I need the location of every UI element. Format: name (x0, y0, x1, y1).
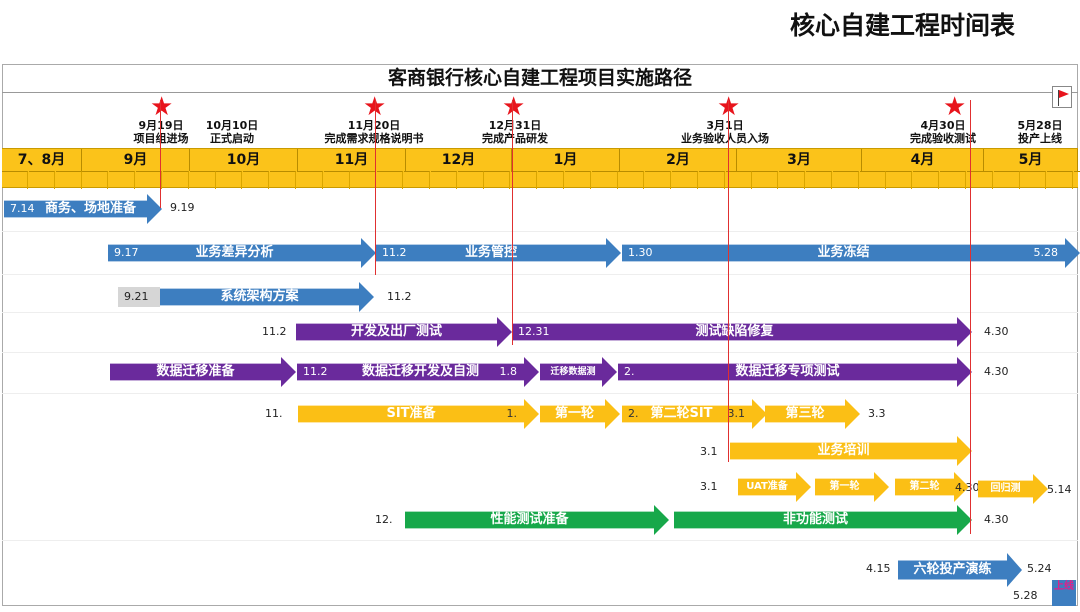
milestone-line (375, 100, 376, 275)
week-cell (2, 171, 28, 189)
week-cell (672, 171, 698, 189)
milestone: 5月28日 投产上线 (1017, 119, 1063, 145)
week-cell (511, 171, 538, 189)
date-label: 12. (375, 513, 393, 526)
date-label: 5.28 (1013, 589, 1038, 602)
milestone: 12月31日 完成产品研发 (482, 119, 548, 145)
star-icon: ★ (943, 92, 967, 122)
week-cell (886, 171, 913, 189)
week-cell (430, 171, 457, 189)
week-cell (966, 171, 993, 189)
milestone-line (970, 100, 971, 534)
week-cell (913, 171, 940, 189)
month-cell: 1月 (512, 149, 620, 171)
date-label: 4.30 (984, 325, 1009, 338)
week-cell (270, 171, 296, 189)
page-heading: 核心自建工程时间表 (790, 11, 1016, 40)
date-label: 9.19 (170, 201, 195, 214)
task-start-box: 9.21 (118, 287, 160, 307)
star-icon: ★ (150, 92, 174, 122)
month-header: 7、8月 9月 10月 11月 12月 1月 2月 3月 4月 5月 (2, 148, 1080, 189)
milestone-line (728, 100, 729, 462)
week-cell (591, 171, 618, 189)
week-cell (136, 171, 162, 189)
roadmap-frame (2, 64, 1078, 606)
month-cell: 12月 (406, 149, 512, 171)
week-cell (752, 171, 779, 189)
week-cell (806, 171, 832, 189)
star-icon: ★ (502, 92, 526, 122)
month-cell: 3月 (737, 149, 862, 171)
week-cell (993, 171, 1020, 189)
date-label: 11. (265, 407, 283, 420)
date-label: 3.3 (868, 407, 886, 420)
week-cell (618, 171, 645, 189)
week-cell (698, 171, 725, 189)
date-label: 4.15 (866, 562, 891, 575)
month-cell: 10月 (190, 149, 298, 171)
week-cell (350, 171, 377, 189)
week-cell (216, 171, 243, 189)
date-label: 4.30 (984, 365, 1009, 378)
week-cell (109, 171, 136, 189)
week-cell (1047, 171, 1074, 189)
week-cell (1020, 171, 1047, 189)
milestone: 3月1日 业务验收人员入场 (681, 119, 769, 145)
go-live-marker: 上线 (1052, 580, 1076, 606)
date-label: 5.14 (1047, 483, 1072, 496)
roadmap-title: 客商银行核心自建工程项目实施路径 (2, 64, 1078, 93)
week-cell (1074, 171, 1080, 189)
week-cell (457, 171, 484, 189)
date-label: 4.30 (955, 481, 980, 494)
date-label: 5.24 (1027, 562, 1052, 575)
date-label: 3.1 (700, 480, 718, 493)
milestone: 9月19日 项目组进场 (133, 119, 189, 145)
week-cell (484, 171, 511, 189)
milestone: 11月20日 完成需求规格说明书 (324, 119, 424, 145)
milestone: 10月10日 正式启动 (205, 119, 259, 145)
week-cell (323, 171, 350, 189)
week-cell (404, 171, 430, 189)
milestone-line (160, 100, 161, 208)
week-cell (564, 171, 591, 189)
star-icon: ★ (363, 92, 387, 122)
flag-icon (1052, 86, 1072, 108)
week-cell (243, 171, 270, 189)
month-cell: 7、8月 (2, 149, 82, 171)
week-cell (832, 171, 859, 189)
week-cell (377, 171, 404, 189)
month-cell: 4月 (862, 149, 984, 171)
date-label: 11.2 (387, 290, 412, 303)
week-cell (645, 171, 672, 189)
week-cell (162, 171, 189, 189)
week-cell (189, 171, 216, 189)
week-cell (55, 171, 82, 189)
week-cell (859, 171, 886, 189)
month-cell: 9月 (82, 149, 190, 171)
milestone-line (512, 100, 513, 345)
week-cell (725, 171, 752, 189)
milestone: 4月30日 完成验收测试 (910, 119, 976, 145)
week-cell (28, 171, 55, 189)
week-cell (538, 171, 564, 189)
month-cell: 11月 (298, 149, 406, 171)
month-cell: 2月 (620, 149, 737, 171)
date-label: 11.2 (262, 325, 287, 338)
week-cell (296, 171, 323, 189)
date-label: 3.1 (700, 445, 718, 458)
date-label: 4.30 (984, 513, 1009, 526)
week-cell (940, 171, 966, 189)
month-cell: 5月 (984, 149, 1078, 171)
week-cell (779, 171, 806, 189)
week-cell (82, 171, 109, 189)
